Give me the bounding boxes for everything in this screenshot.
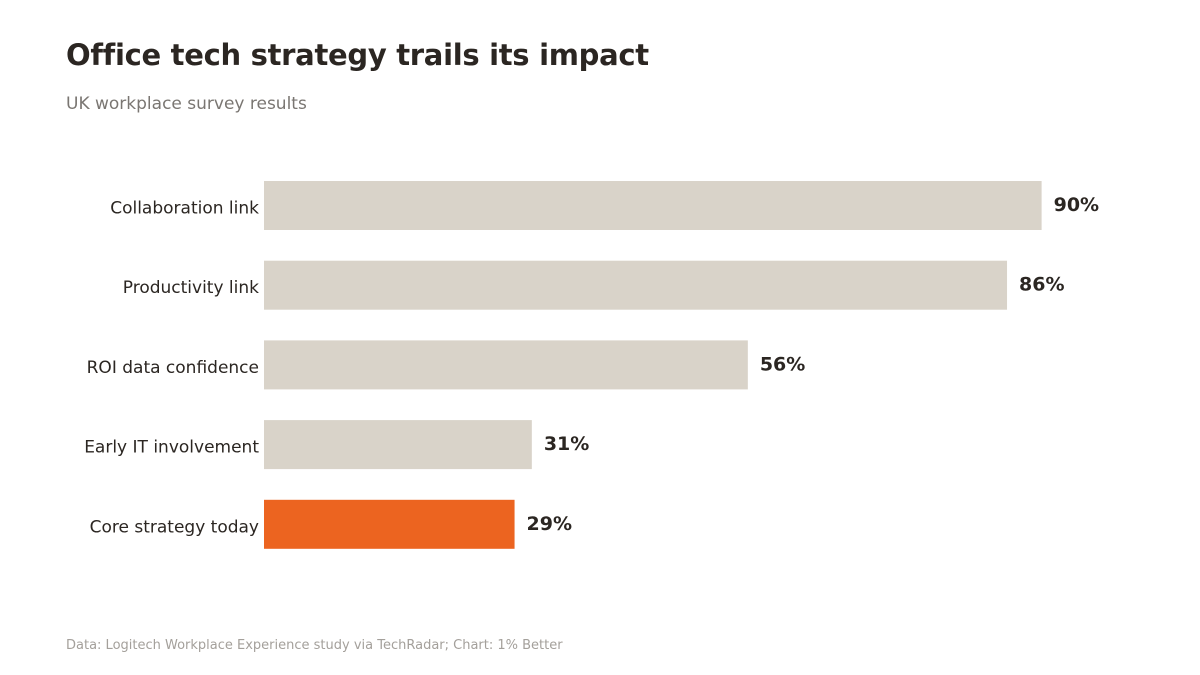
- bar: [264, 181, 1042, 230]
- bar: [264, 420, 532, 470]
- value-label: 90%: [1054, 194, 1099, 216]
- bar-row: Core strategy today 29%: [90, 499, 572, 549]
- category-label: Core strategy today: [90, 517, 259, 537]
- category-label: Productivity link: [123, 278, 259, 298]
- value-label: 29%: [527, 513, 572, 535]
- bar-row: Productivity link 86%: [123, 260, 1065, 310]
- chart-title: Office tech strategy trails its impact: [66, 38, 649, 72]
- bar: [264, 499, 515, 549]
- bar-row: Early IT involvement 31%: [84, 420, 589, 470]
- bar-row: ROI data confidence 56%: [87, 340, 805, 390]
- value-label: 56%: [760, 353, 805, 375]
- chart-subtitle: UK workplace survey results: [66, 94, 307, 114]
- category-label: ROI data confidence: [87, 358, 259, 378]
- value-label: 86%: [1019, 274, 1064, 296]
- bar: [264, 260, 1008, 310]
- bar: [264, 340, 748, 390]
- bar-row: Collaboration link 90%: [110, 181, 1099, 230]
- category-label: Collaboration link: [110, 199, 259, 219]
- source-note: Data: Logitech Workplace Experience stud…: [66, 638, 563, 653]
- category-label: Early IT involvement: [84, 438, 259, 458]
- value-label: 31%: [544, 433, 589, 455]
